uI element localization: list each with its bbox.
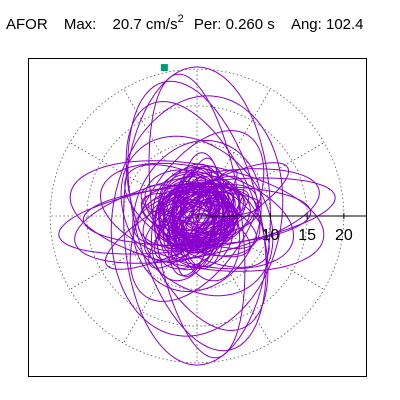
orbit-loop	[120, 135, 274, 297]
radial-tick-label: 20	[335, 227, 353, 244]
orbit-trace	[58, 66, 336, 366]
orbit-core-loop	[171, 171, 241, 282]
orbit-loop	[132, 139, 262, 293]
orbit-core-loop	[157, 179, 241, 270]
angle-value: 102.4	[325, 16, 364, 33]
chart-header: AFOR Max: 20.7 cm/s2 Per: 0.260 s Ang: 1…	[6, 13, 364, 33]
orbit-core-loop	[172, 199, 215, 254]
orbit-loop	[99, 162, 295, 270]
max-unit-exponent: 2	[177, 13, 184, 25]
orbit-core-loop	[169, 190, 230, 248]
orbit-loop	[110, 95, 284, 337]
period-value: 0.260 s	[225, 16, 275, 33]
max-point-marker	[160, 64, 168, 72]
max-unit: cm/s	[145, 16, 178, 33]
orbit-loop	[58, 177, 336, 255]
radial-axis: 10 15 20	[197, 213, 366, 244]
orbit-loop	[129, 130, 265, 302]
orbit-core-loop	[154, 179, 235, 239]
orbit-core-loop	[133, 186, 246, 247]
orbit-loop	[124, 164, 270, 268]
orbit-core-loop	[140, 192, 251, 258]
plot-frame	[28, 58, 367, 377]
max-marker	[160, 64, 168, 72]
orbit-core-loop	[151, 163, 225, 282]
component-label: AFOR	[6, 16, 48, 33]
period-label: Per:	[193, 16, 222, 33]
orbit-loop	[123, 66, 271, 366]
orbit-core-loop	[158, 183, 218, 271]
orbit-loop	[148, 73, 246, 359]
radial-tick-label: 10	[262, 227, 280, 244]
angle-label: Ang:	[290, 16, 322, 33]
max-label: Max:	[63, 16, 97, 33]
max-value: 20.7	[112, 16, 142, 33]
orbit-loop	[69, 160, 325, 272]
orbit-loop	[125, 100, 269, 332]
orbit-core-loop	[182, 192, 215, 253]
radial-tick-label: 15	[298, 227, 316, 244]
